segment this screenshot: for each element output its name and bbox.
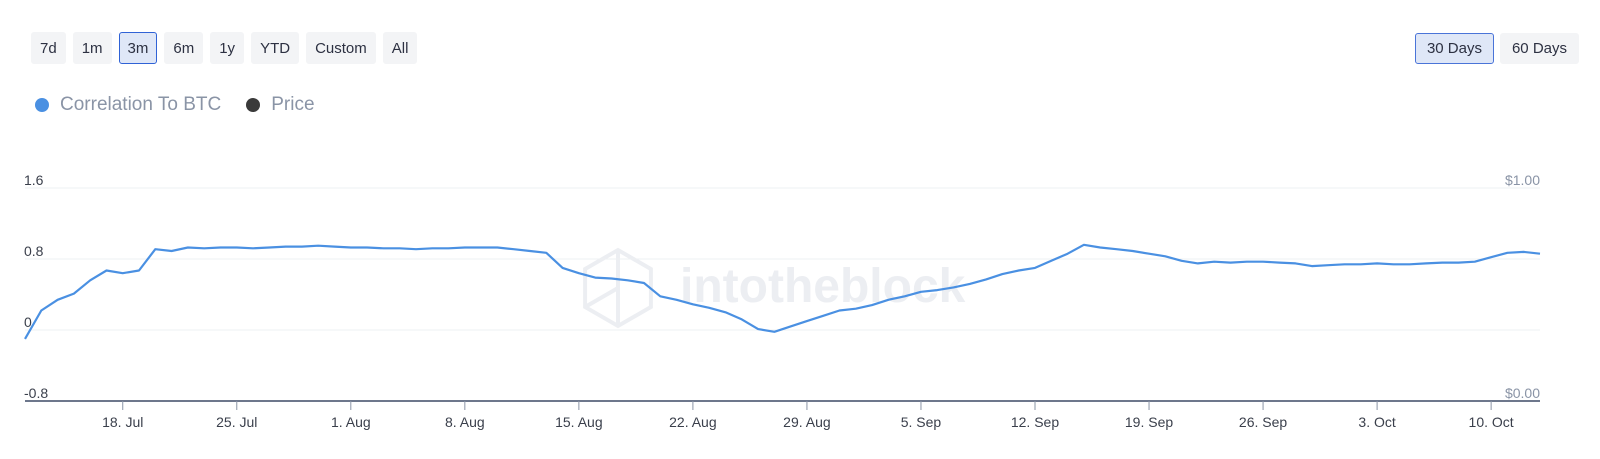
x-tick-label: 5. Sep [901, 414, 942, 430]
y-axis-ticks: 1.6 0.8 0 -0.8 $1.00 $0.00 [24, 172, 1540, 401]
x-tick-label: 12. Sep [1011, 414, 1059, 430]
y-tick-label-left: 1.6 [24, 172, 44, 188]
legend-dot-icon [246, 98, 261, 112]
window-button-30-days[interactable]: 30 Days [1414, 33, 1494, 64]
range-button-1m[interactable]: 1m [72, 32, 112, 64]
x-tick-label: 19. Sep [1125, 414, 1173, 430]
range-selector: 7d 1m 3m 6m 1y YTD Custom All [31, 32, 418, 64]
series-line-correlation [24, 243, 1541, 340]
y-tick-label-right: $1.00 [1505, 172, 1540, 188]
chart-legend: Correlation To BTC Price [35, 94, 315, 116]
x-tick-label: 3. Oct [1358, 414, 1395, 430]
watermark-logo-icon [583, 247, 653, 329]
legend-label: Price [271, 94, 315, 115]
window-selector: 30 Days 60 Days [1414, 33, 1579, 64]
x-tick-label: 8. Aug [445, 414, 485, 430]
legend-dot-icon [35, 98, 49, 112]
x-tick-label: 29. Aug [783, 414, 831, 430]
x-tick-label: 1. Aug [331, 414, 371, 430]
legend-item-correlation-to-btc[interactable]: Correlation To BTC [35, 94, 221, 116]
y-tick-label-left: 0.8 [24, 243, 44, 259]
range-button-3m[interactable]: 3m [118, 32, 158, 64]
y-tick-label-left: 0 [24, 314, 32, 330]
range-button-custom[interactable]: Custom [306, 32, 376, 64]
x-axis-ticks: 18. Jul 25. Jul 1. Aug 8. Aug 15. Aug 22. Aug… [102, 401, 1514, 430]
x-tick-label: 26. Sep [1239, 414, 1287, 430]
range-button-7d[interactable]: 7d [31, 32, 66, 64]
window-button-60-days[interactable]: 60 Days [1499, 33, 1579, 64]
legend-item-price[interactable]: Price [246, 94, 315, 116]
x-tick-label: 18. Jul [102, 414, 143, 430]
watermark: intotheblock [680, 260, 966, 313]
range-button-1y[interactable]: 1y [210, 32, 245, 64]
x-tick-label: 15. Aug [555, 414, 603, 430]
y-tick-label-left: -0.8 [24, 385, 48, 401]
legend-label: Correlation To BTC [60, 94, 222, 115]
range-button-all[interactable]: All [382, 32, 418, 64]
range-button-ytd[interactable]: YTD [251, 32, 300, 64]
x-tick-label: 25. Jul [216, 414, 257, 430]
range-button-6m[interactable]: 6m [164, 32, 204, 64]
y-tick-label-right: $0.00 [1505, 385, 1540, 401]
x-tick-label: 22. Aug [669, 414, 717, 430]
x-tick-label: 10. Oct [1469, 414, 1514, 430]
